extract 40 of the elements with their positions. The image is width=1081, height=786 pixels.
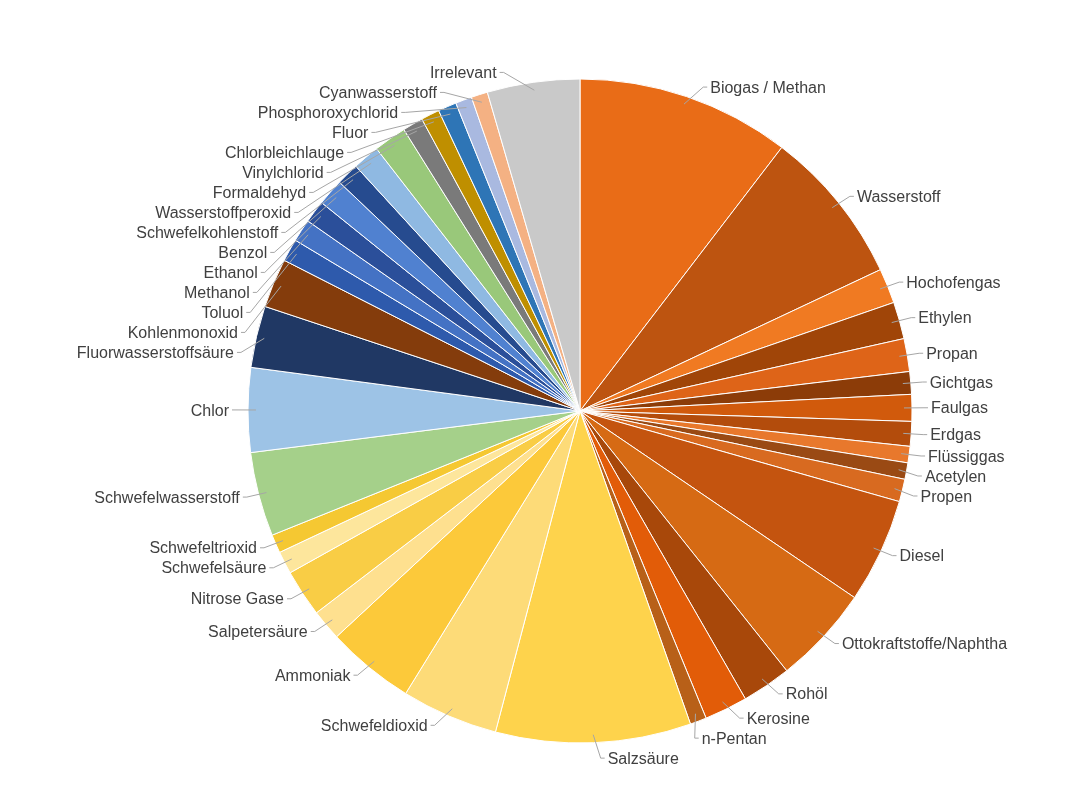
slice-label: Erdgas (930, 426, 981, 444)
slice-label: Nitrose Gase (190, 590, 285, 608)
slice-label: Salpetersäure (208, 623, 308, 641)
slice-label: Phosphoroxychlorid (257, 104, 399, 122)
slice-label: Kerosine (746, 709, 810, 727)
slice-label: Diesel (899, 547, 944, 565)
slice-label: Schwefelwasserstoff (94, 488, 241, 506)
slice-label: Ammoniak (274, 666, 352, 684)
slice-label: Schwefeltrioxid (149, 539, 258, 557)
slice-label: Wasserstoffperoxid (155, 204, 292, 222)
slice-label: Toluol (201, 304, 244, 322)
slice-label: n-Pentan (701, 729, 767, 747)
slice-label: Schwefeldioxid (320, 716, 428, 734)
slice-label: Flüssiggas (928, 447, 1005, 465)
slice-label: Rohöl (785, 685, 828, 703)
slice-label: Hochofengas (906, 273, 1001, 291)
slice-label: Faulgas (930, 399, 988, 417)
slice-label: Gichtgas (929, 373, 993, 391)
slice-label: Fluor (332, 124, 370, 142)
slice-label: Fluorwasserstoffsäure (76, 344, 235, 362)
slice-label: Methanol (184, 284, 250, 302)
slice-label: Ottokraftstoffe/Naphtha (841, 635, 1008, 653)
slice-label: Vinylchlorid (242, 164, 324, 182)
slice-label: Ethylen (918, 309, 972, 327)
slice-label: Ethanol (203, 264, 258, 282)
slice-label: Propen (920, 487, 973, 505)
slice-label: Cyanwasserstoff (319, 84, 438, 102)
slice-label: Chlor (190, 401, 230, 419)
slice-label: Irrelevant (429, 64, 498, 82)
slice-label: Propan (926, 344, 978, 362)
slice-label: Formaldehyd (212, 184, 307, 202)
slice-label: Salzsäure (607, 749, 679, 767)
slice-label: Acetylen (924, 467, 987, 485)
slice-label: Schwefelkohlenstoff (136, 224, 279, 242)
slice-label: Benzol (218, 244, 268, 262)
slice-label: Wasserstoff (856, 187, 942, 205)
slice-label: Biogas / Methan (710, 78, 826, 96)
slice-label: Chlorbleichlauge (224, 144, 345, 162)
slice-label: Kohlenmonoxid (127, 324, 238, 342)
slice-label: Schwefelsäure (161, 559, 267, 577)
